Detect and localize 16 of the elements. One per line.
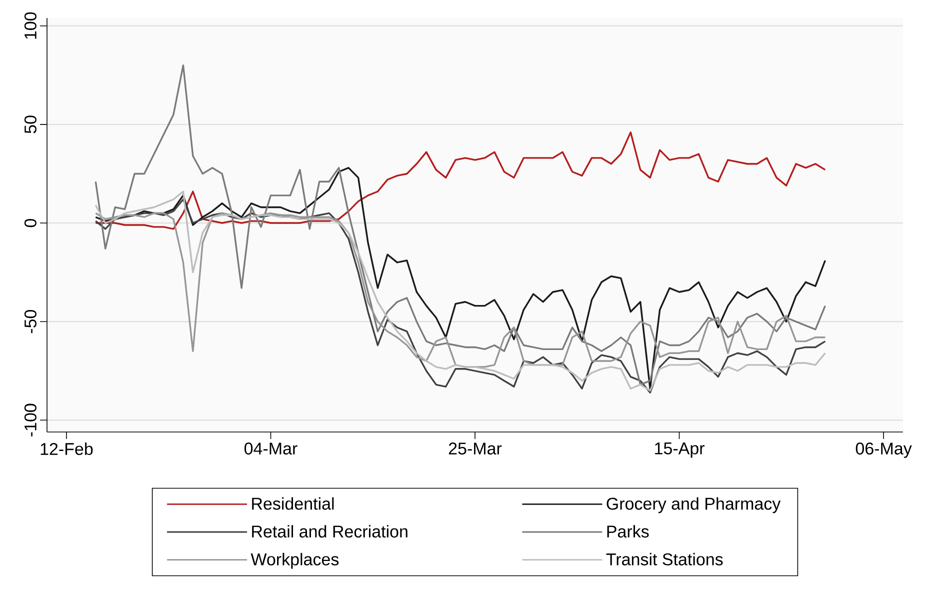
x-tick-label: 04-Mar xyxy=(244,442,298,455)
legend-label: Residential xyxy=(252,497,334,510)
x-tick-label: 06-May xyxy=(856,442,912,458)
legend-label: Parks xyxy=(607,525,649,538)
x-tick-label: 12-Feb xyxy=(40,442,93,456)
y-tick-label: -50 xyxy=(24,310,36,334)
y-tick-label: -100 xyxy=(24,404,36,436)
x-tick-label: 25-Mar xyxy=(448,442,502,455)
legend-label: Retail and Recriation xyxy=(252,525,408,538)
legend-label: Transit Stations xyxy=(606,552,723,566)
x-tick-label: 15-Apr xyxy=(655,442,704,458)
y-tick-label: 50 xyxy=(24,116,36,134)
legend-label: Grocery and Pharmacy xyxy=(606,497,781,514)
y-tick-label: 100 xyxy=(24,12,36,39)
y-tick-label: 0 xyxy=(24,218,36,228)
legend-label: Workplaces xyxy=(250,552,339,569)
